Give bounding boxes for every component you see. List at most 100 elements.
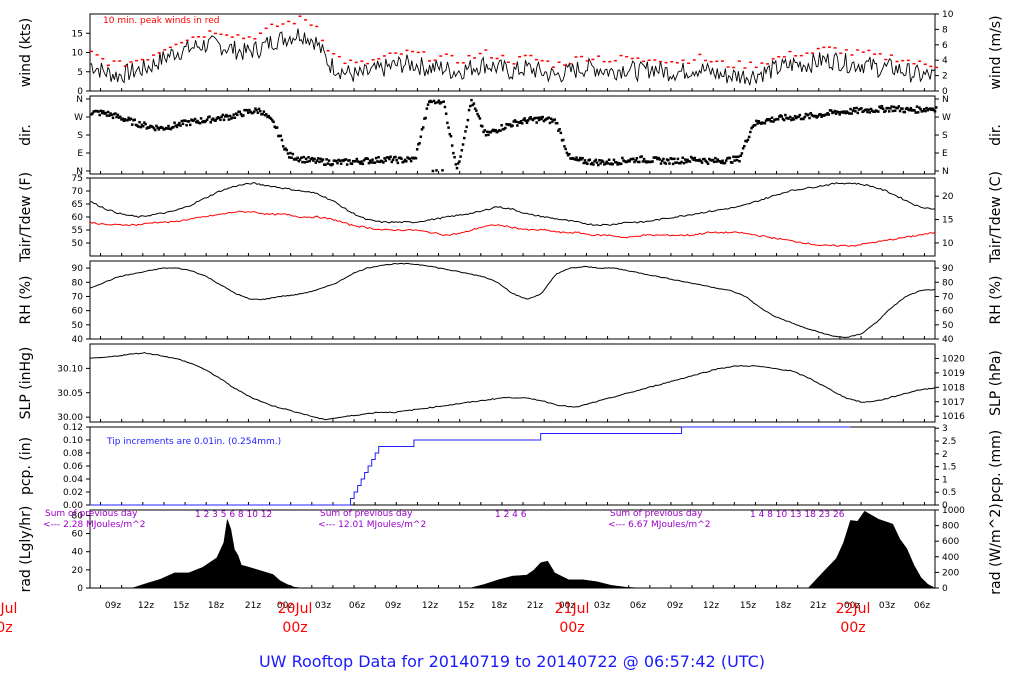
- direction-point: [787, 117, 791, 120]
- direction-point: [483, 129, 487, 132]
- y-axis-label: rad (Lgly/hr): [18, 506, 34, 593]
- direction-point: [318, 160, 321, 164]
- direction-point: [519, 119, 523, 123]
- peak-wind-point: [698, 53, 702, 56]
- peak-wind-point: [433, 59, 437, 61]
- direction-point: [456, 162, 460, 165]
- peak-wind-point: [180, 41, 184, 44]
- direction-point: [391, 158, 395, 162]
- direction-point: [547, 116, 551, 119]
- direction-point: [539, 116, 542, 119]
- direction-point: [176, 123, 180, 127]
- peak-wind-point: [411, 50, 415, 53]
- direction-point: [169, 127, 173, 131]
- direction-point: [692, 158, 695, 162]
- peak-wind-point: [495, 57, 499, 60]
- peak-wind-point: [337, 55, 341, 58]
- y-axis-label-right: RH (%): [988, 276, 1004, 325]
- peak-wind-point: [106, 64, 110, 66]
- direction-point: [453, 155, 456, 159]
- direction-point: [514, 120, 518, 123]
- y-tick-label-right: 2: [942, 72, 948, 82]
- direction-point: [660, 159, 664, 163]
- direction-point: [718, 160, 722, 163]
- direction-point: [518, 121, 522, 124]
- y-tick-label-right: 40: [942, 335, 954, 345]
- direction-point: [574, 158, 577, 161]
- y-tick-label: 0.06: [63, 462, 83, 472]
- peak-wind-point: [850, 54, 854, 56]
- y-tick-label-right: N: [942, 167, 949, 177]
- direction-point: [161, 126, 164, 130]
- direction-point: [473, 107, 477, 110]
- direction-point: [667, 158, 670, 162]
- direction-point: [916, 111, 920, 114]
- direction-point: [248, 108, 251, 112]
- direction-point: [706, 162, 710, 165]
- direction-point: [482, 130, 485, 134]
- peak-wind-point: [259, 32, 262, 34]
- direction-point: [735, 158, 739, 162]
- direction-point: [668, 162, 671, 165]
- peak-wind-point: [766, 63, 769, 65]
- date-label: 22Jul: [836, 601, 871, 617]
- peak-wind-point: [799, 54, 803, 57]
- y-tick-label: 0.02: [63, 488, 83, 498]
- peak-wind-point: [174, 43, 178, 46]
- direction-point: [424, 116, 427, 120]
- direction-point: [180, 119, 184, 123]
- peak-wind-point: [771, 58, 775, 60]
- y-tick-label: N: [76, 167, 83, 177]
- peak-wind-point: [647, 59, 651, 61]
- direction-point: [467, 108, 471, 112]
- hour-tick-label: 18z: [208, 601, 224, 611]
- direction-point: [430, 100, 433, 104]
- direction-point: [597, 163, 600, 167]
- direction-point: [357, 160, 361, 164]
- direction-point: [513, 119, 517, 122]
- peak-wind-point: [202, 36, 206, 38]
- direction-point: [887, 110, 891, 113]
- direction-point: [716, 158, 720, 161]
- y-tick-label-right: 4: [942, 56, 948, 66]
- peak-wind-point: [512, 63, 516, 65]
- direction-point: [367, 161, 371, 165]
- direction-point: [179, 124, 182, 127]
- direction-point: [807, 113, 810, 116]
- direction-point: [892, 105, 896, 109]
- direction-point: [256, 111, 260, 115]
- direction-point: [724, 159, 728, 162]
- direction-point: [689, 155, 693, 159]
- direction-point: [814, 114, 817, 118]
- direction-point: [605, 160, 608, 164]
- direction-point: [737, 155, 740, 158]
- direction-point: [144, 122, 147, 126]
- slp-line: [89, 351, 936, 421]
- direction-point: [331, 162, 334, 166]
- peak-wind-point: [151, 54, 155, 56]
- direction-point: [314, 161, 318, 164]
- direction-point: [383, 157, 386, 160]
- direction-point: [494, 128, 497, 132]
- air-temp-line: [89, 182, 936, 227]
- y-tick-label: 0: [77, 584, 83, 594]
- direction-point: [703, 157, 706, 161]
- direction-point: [301, 160, 304, 164]
- direction-point: [481, 125, 484, 128]
- peak-wind-point: [287, 20, 291, 23]
- peak-wind-point: [484, 49, 488, 51]
- peak-wind-point: [399, 53, 403, 55]
- y-tick-label: 40: [72, 548, 84, 558]
- direction-point: [520, 122, 524, 125]
- direction-point: [302, 155, 305, 159]
- peak-wind-point: [473, 57, 477, 59]
- hour-tick-label: 15z: [458, 601, 474, 611]
- direction-point: [300, 156, 303, 159]
- direction-point: [370, 161, 373, 164]
- direction-point: [426, 103, 430, 106]
- direction-point: [798, 113, 802, 117]
- direction-point: [867, 108, 870, 112]
- direction-point: [432, 99, 436, 103]
- y-tick-label: 0.00: [63, 501, 83, 511]
